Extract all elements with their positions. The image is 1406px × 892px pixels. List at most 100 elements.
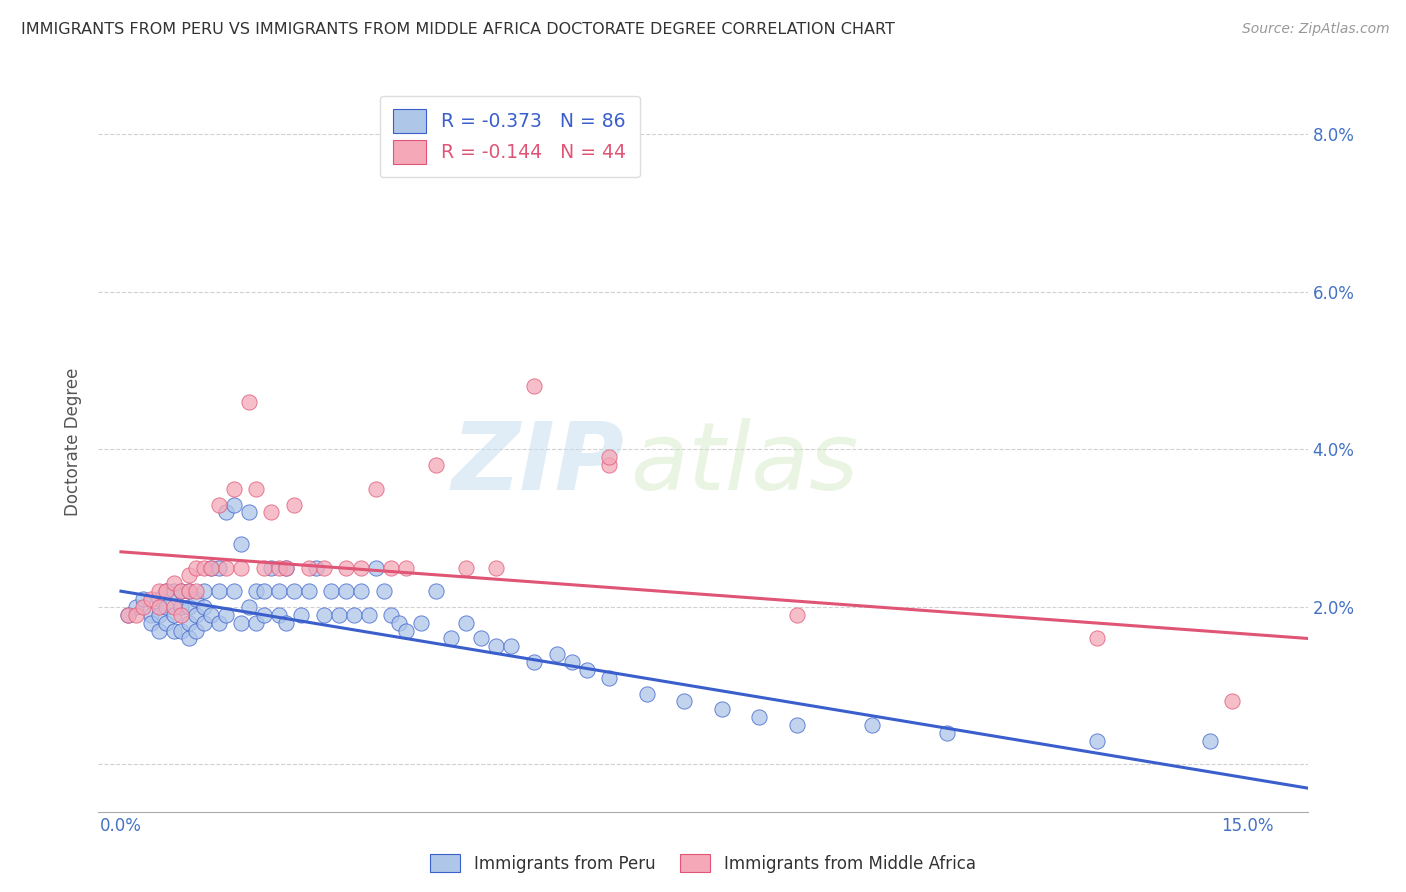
Point bbox=[162, 599, 184, 614]
Point bbox=[215, 560, 238, 574]
Point bbox=[1085, 632, 1108, 646]
Point bbox=[229, 615, 252, 630]
Point bbox=[148, 624, 170, 638]
Point bbox=[673, 694, 696, 708]
Point bbox=[366, 482, 388, 496]
Point bbox=[380, 560, 402, 574]
Point bbox=[155, 599, 177, 614]
Point bbox=[425, 584, 447, 599]
Point bbox=[245, 584, 267, 599]
Point bbox=[170, 607, 193, 622]
Point bbox=[177, 584, 200, 599]
Point bbox=[117, 607, 139, 622]
Point bbox=[267, 584, 290, 599]
Point bbox=[425, 458, 447, 472]
Point bbox=[207, 498, 229, 512]
Point bbox=[155, 584, 177, 599]
Point bbox=[395, 624, 418, 638]
Point bbox=[411, 615, 433, 630]
Point bbox=[748, 710, 770, 724]
Point bbox=[485, 640, 508, 654]
Point bbox=[184, 607, 207, 622]
Point bbox=[335, 584, 357, 599]
Point bbox=[260, 505, 283, 519]
Point bbox=[312, 560, 335, 574]
Point bbox=[170, 584, 193, 599]
Point bbox=[222, 482, 245, 496]
Point bbox=[184, 624, 207, 638]
Text: atlas: atlas bbox=[630, 418, 859, 509]
Point bbox=[343, 607, 366, 622]
Point bbox=[598, 671, 620, 685]
Point bbox=[238, 395, 260, 409]
Point bbox=[298, 584, 321, 599]
Point bbox=[260, 560, 283, 574]
Point bbox=[860, 718, 883, 732]
Point bbox=[1085, 734, 1108, 748]
Point bbox=[193, 560, 215, 574]
Point bbox=[132, 599, 155, 614]
Point bbox=[276, 560, 298, 574]
Point bbox=[298, 560, 321, 574]
Point bbox=[238, 505, 260, 519]
Point bbox=[636, 687, 658, 701]
Point bbox=[125, 607, 148, 622]
Point bbox=[162, 576, 184, 591]
Point bbox=[335, 560, 357, 574]
Text: ZIP: ZIP bbox=[451, 417, 624, 509]
Point bbox=[350, 584, 373, 599]
Legend: R = -0.373   N = 86, R = -0.144   N = 44: R = -0.373 N = 86, R = -0.144 N = 44 bbox=[380, 95, 640, 178]
Point bbox=[501, 640, 523, 654]
Point bbox=[200, 560, 222, 574]
Point bbox=[155, 584, 177, 599]
Point bbox=[786, 718, 808, 732]
Point bbox=[523, 379, 546, 393]
Point bbox=[117, 607, 139, 622]
Point bbox=[207, 615, 229, 630]
Point bbox=[162, 584, 184, 599]
Point bbox=[456, 615, 478, 630]
Point bbox=[132, 592, 155, 607]
Point bbox=[148, 592, 170, 607]
Point bbox=[1222, 694, 1244, 708]
Point bbox=[207, 560, 229, 574]
Legend: Immigrants from Peru, Immigrants from Middle Africa: Immigrants from Peru, Immigrants from Mi… bbox=[423, 847, 983, 880]
Point bbox=[193, 615, 215, 630]
Point bbox=[373, 584, 395, 599]
Point bbox=[276, 560, 298, 574]
Point bbox=[215, 505, 238, 519]
Point bbox=[305, 560, 328, 574]
Y-axis label: Doctorate Degree: Doctorate Degree bbox=[65, 368, 83, 516]
Point bbox=[229, 537, 252, 551]
Point bbox=[561, 655, 583, 669]
Point bbox=[215, 607, 238, 622]
Point bbox=[245, 482, 267, 496]
Point bbox=[388, 615, 411, 630]
Point bbox=[148, 599, 170, 614]
Point bbox=[229, 560, 252, 574]
Point bbox=[177, 615, 200, 630]
Point bbox=[170, 599, 193, 614]
Point bbox=[139, 592, 162, 607]
Point bbox=[184, 592, 207, 607]
Point bbox=[470, 632, 492, 646]
Point bbox=[177, 568, 200, 582]
Point bbox=[283, 498, 305, 512]
Point bbox=[139, 615, 162, 630]
Point bbox=[207, 584, 229, 599]
Point bbox=[222, 584, 245, 599]
Point bbox=[267, 560, 290, 574]
Point bbox=[276, 615, 298, 630]
Point bbox=[253, 607, 276, 622]
Point bbox=[162, 624, 184, 638]
Point bbox=[200, 607, 222, 622]
Point bbox=[193, 584, 215, 599]
Point bbox=[170, 584, 193, 599]
Point bbox=[177, 632, 200, 646]
Point bbox=[139, 607, 162, 622]
Point bbox=[456, 560, 478, 574]
Point bbox=[177, 584, 200, 599]
Point bbox=[170, 624, 193, 638]
Point bbox=[245, 615, 267, 630]
Point bbox=[546, 647, 568, 661]
